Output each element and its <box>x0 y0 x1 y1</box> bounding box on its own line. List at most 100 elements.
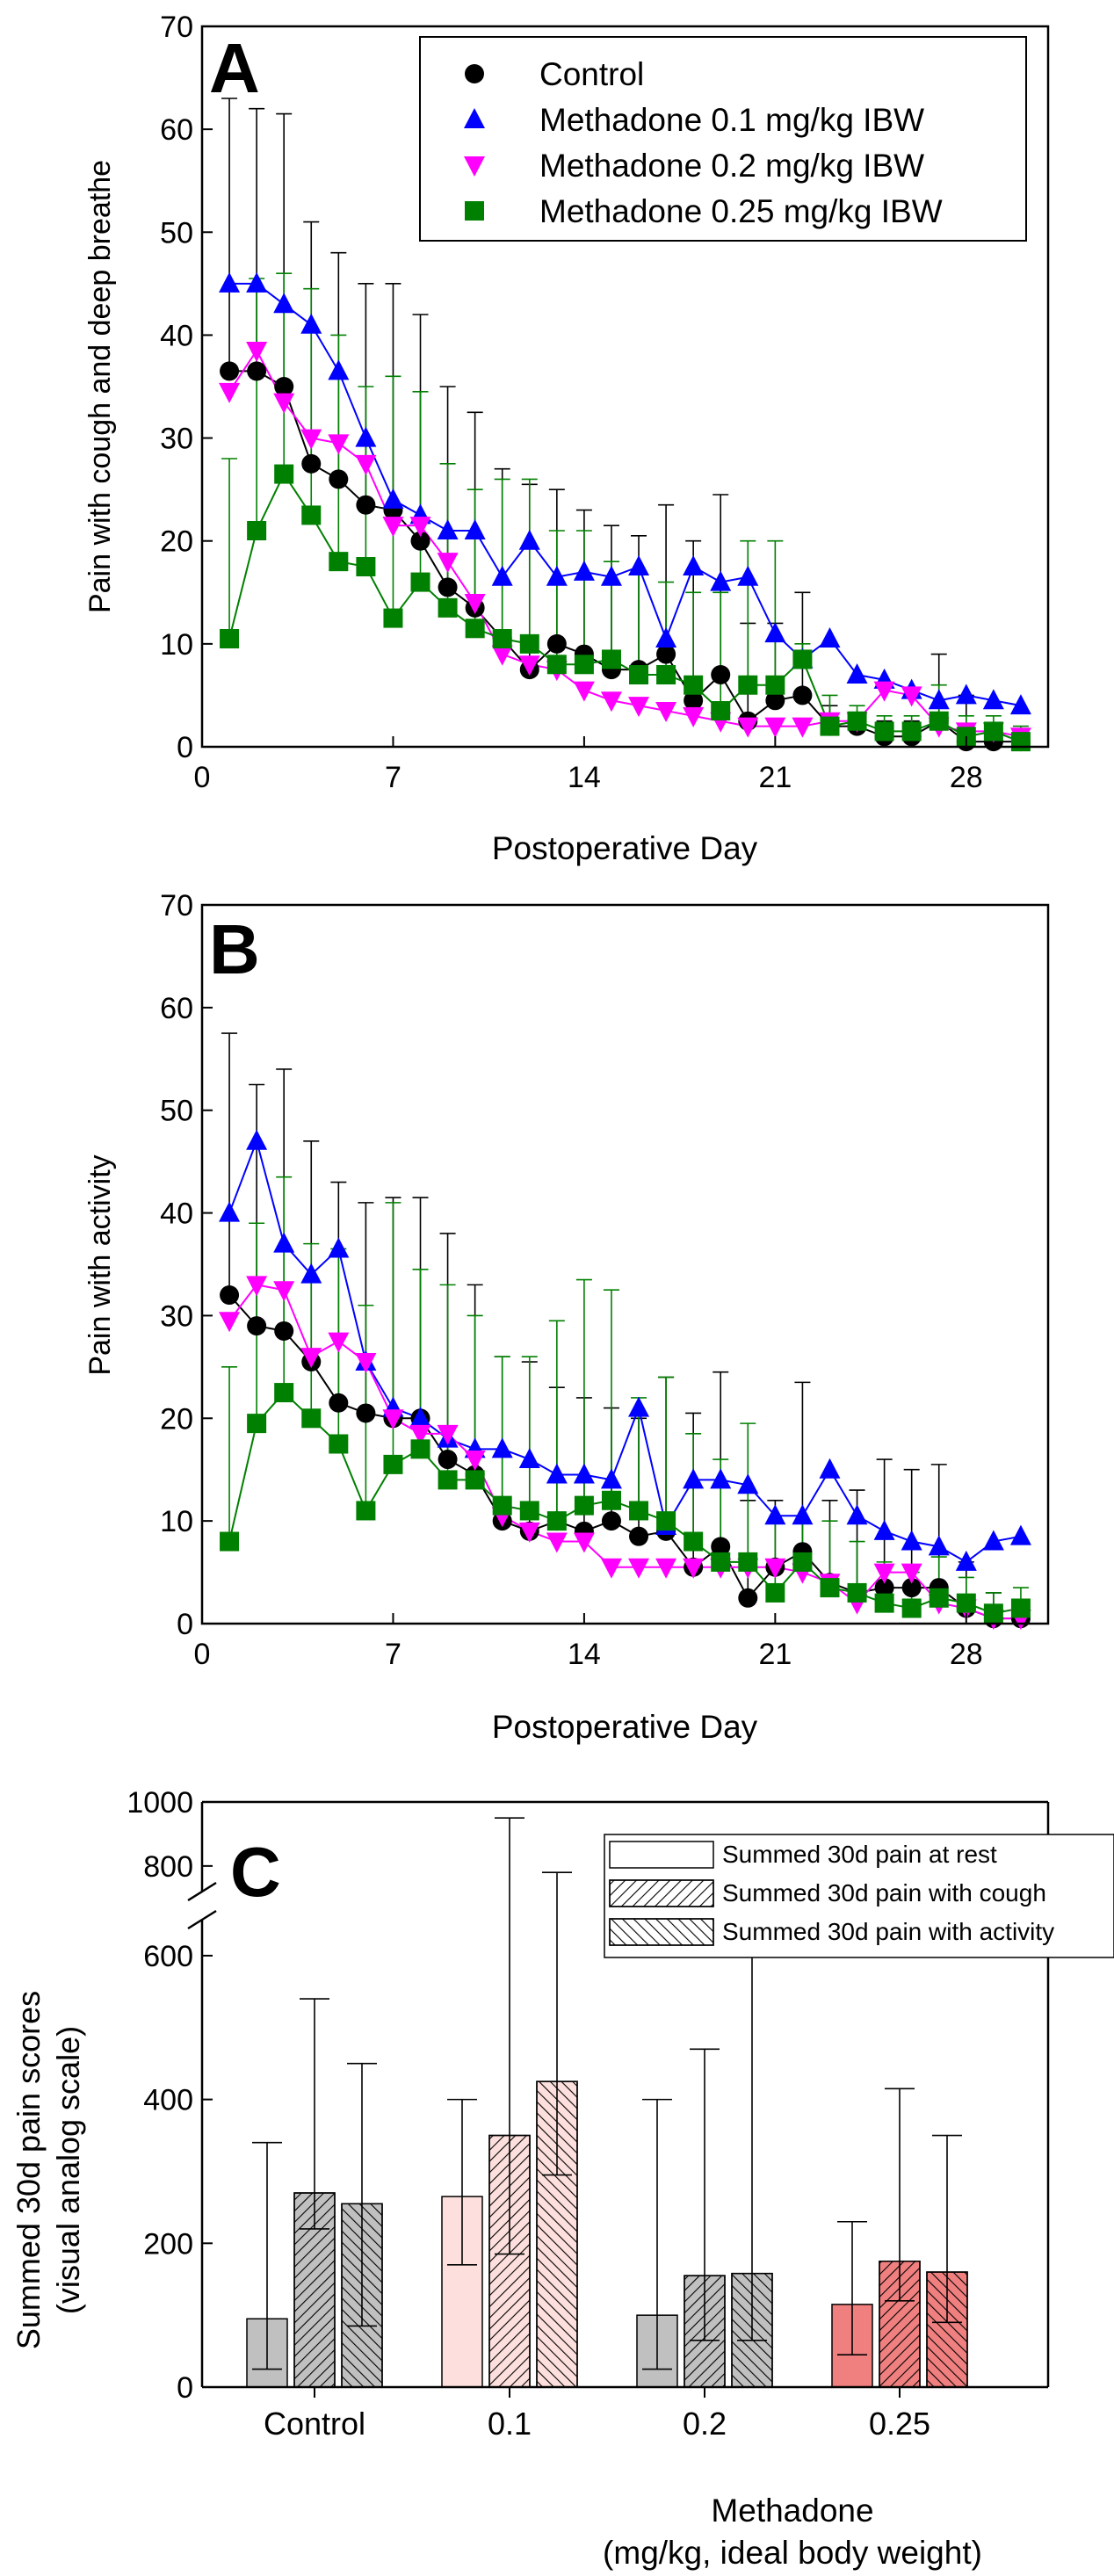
data-point-1 <box>300 313 322 334</box>
axis-break-mark-left <box>187 1881 217 1902</box>
data-point-2 <box>792 717 814 738</box>
data-point-3 <box>410 572 430 592</box>
data-point-2 <box>546 1532 568 1553</box>
panel-a: 0 10 20 30 40 50 60 70 0 7 14 21 28 A Postoperative… <box>83 11 1050 866</box>
data-point-0 <box>546 633 567 654</box>
data-point-3 <box>546 655 567 675</box>
data-point-2 <box>273 1281 295 1302</box>
legend-swatch-hatch-1 <box>609 1879 714 1907</box>
data-point-0 <box>874 1578 894 1598</box>
y-tick-label: 400 <box>143 2084 193 2117</box>
data-point-3 <box>438 1470 458 1490</box>
data-point-3 <box>574 655 594 675</box>
data-point-3 <box>383 1454 403 1474</box>
panel-a-x-axis-label: Postoperative Day <box>492 830 758 866</box>
data-point-2 <box>655 702 677 722</box>
data-point-2 <box>600 1558 622 1579</box>
data-point-3 <box>465 1470 485 1490</box>
data-point-3 <box>492 629 512 648</box>
legend-swatch-hatch-2 <box>609 1918 714 1946</box>
data-point-0 <box>684 691 704 711</box>
data-point-1 <box>710 570 732 591</box>
series-line-1 <box>228 1138 1022 1564</box>
data-point-3 <box>574 1495 594 1516</box>
data-point-3 <box>519 633 539 654</box>
data-point-0 <box>329 1393 349 1413</box>
x-tick-label: 14 <box>568 761 601 794</box>
data-point-3 <box>601 649 621 669</box>
data-point-1 <box>955 1550 977 1571</box>
data-point-2 <box>219 382 241 403</box>
data-point-3 <box>684 675 704 695</box>
data-point-3 <box>929 1588 949 1608</box>
data-point-2 <box>655 1558 677 1579</box>
data-point-0 <box>765 691 785 711</box>
data-point-1 <box>246 271 268 293</box>
y-tick-label: 0 <box>177 1608 193 1641</box>
data-point-2 <box>300 429 322 450</box>
data-point-0 <box>356 1403 376 1423</box>
data-point-1 <box>846 663 868 684</box>
data-point-1 <box>1009 694 1031 715</box>
data-point-3 <box>929 711 949 731</box>
data-point-3 <box>901 721 922 742</box>
data-point-3 <box>274 464 294 484</box>
y-tick-label: 40 <box>160 1198 193 1231</box>
panel-a-frame <box>200 25 1050 749</box>
data-point-2 <box>437 1424 459 1445</box>
legend-label-0: Control <box>539 56 644 92</box>
data-point-2 <box>409 517 431 538</box>
panel-c-legend: Summed 30d pain at rest Summed 30d pain w… <box>604 1834 1114 1958</box>
data-point-0 <box>410 531 430 551</box>
data-point-1 <box>901 1530 922 1551</box>
data-point-0 <box>792 685 813 706</box>
x-tick-label: 28 <box>950 761 983 794</box>
data-point-0 <box>601 1511 621 1531</box>
y-tick-label: 0 <box>177 2371 193 2405</box>
data-point-1 <box>683 1468 705 1489</box>
data-point-3 <box>329 552 349 572</box>
data-point-1 <box>409 1407 431 1428</box>
data-point-3 <box>738 1552 758 1572</box>
data-point-2 <box>409 1424 431 1445</box>
series-line-2 <box>228 349 1022 738</box>
data-point-3 <box>711 1552 731 1572</box>
data-point-0 <box>656 644 676 664</box>
data-point-3 <box>738 675 758 695</box>
data-point-3 <box>356 557 376 576</box>
data-point-1 <box>873 1519 895 1540</box>
data-point-2 <box>246 342 268 362</box>
data-point-2 <box>518 1522 540 1543</box>
data-point-2 <box>437 553 459 574</box>
data-point-1 <box>764 1504 786 1525</box>
data-point-2 <box>873 681 895 702</box>
data-point-1 <box>600 565 622 586</box>
data-point-3 <box>465 619 485 639</box>
data-point-2 <box>901 686 922 707</box>
data-point-3 <box>220 1531 240 1552</box>
data-point-3 <box>820 716 840 736</box>
data-point-1 <box>928 689 950 710</box>
data-point-1 <box>355 426 377 447</box>
data-point-2 <box>518 655 540 677</box>
data-point-1 <box>955 684 977 705</box>
x-tick-label: 14 <box>568 1638 601 1671</box>
data-point-3 <box>329 1434 349 1454</box>
data-point-2 <box>300 1348 322 1369</box>
legend-marker-2 <box>464 156 485 177</box>
data-point-3 <box>274 1383 294 1403</box>
data-point-1 <box>491 1437 513 1458</box>
data-point-2 <box>464 1451 486 1472</box>
data-point-1 <box>846 1504 868 1525</box>
data-point-1 <box>219 271 241 293</box>
data-point-3 <box>1010 732 1031 752</box>
data-point-0 <box>356 495 376 515</box>
data-point-1 <box>819 1458 841 1479</box>
data-point-2 <box>246 1276 268 1297</box>
data-point-3 <box>956 1593 976 1613</box>
data-point-3 <box>792 1552 813 1572</box>
data-point-1 <box>600 1468 622 1489</box>
data-point-1 <box>628 1396 650 1417</box>
data-point-1 <box>219 1201 241 1222</box>
data-point-0 <box>738 1588 758 1608</box>
